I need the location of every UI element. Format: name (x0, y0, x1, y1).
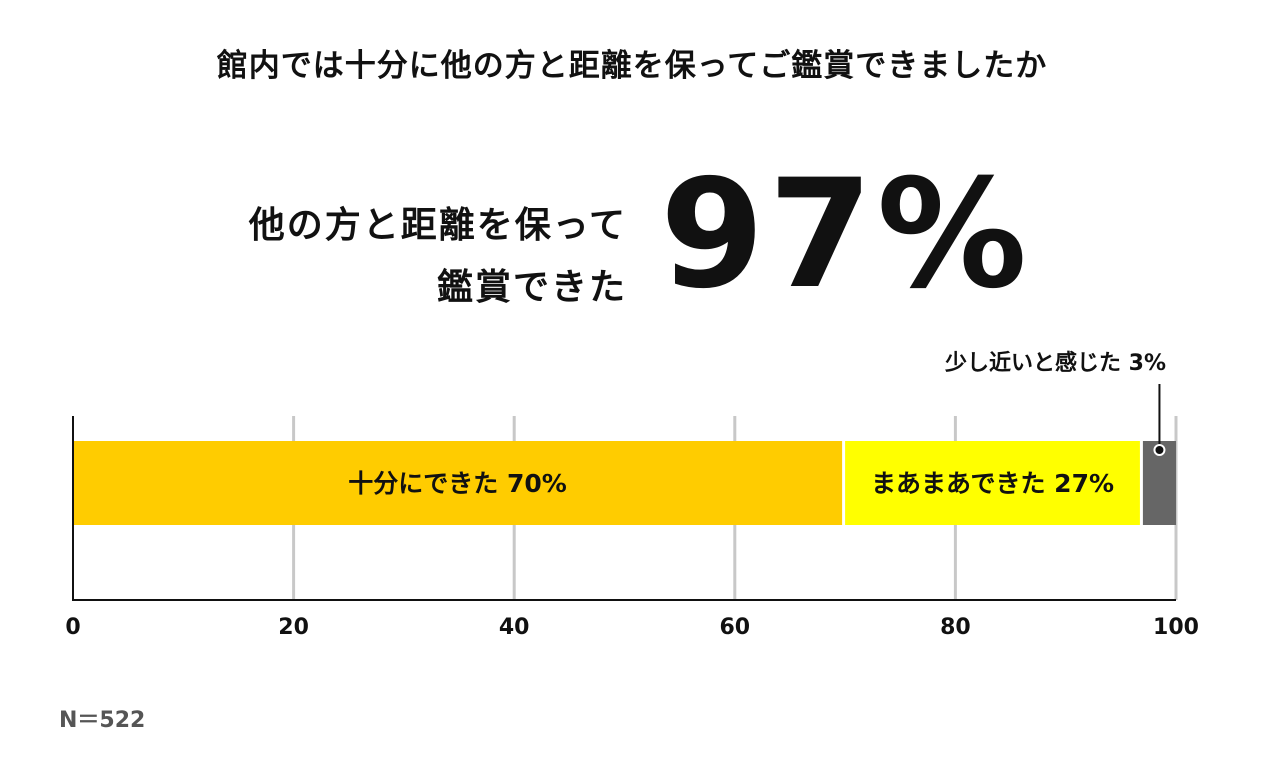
x-tick-label: 20 (278, 615, 309, 640)
x-tick-label: 60 (719, 615, 750, 640)
label-layer: 0 20 40 60 80 100 十分にできた 70% まあまあできた 27% 少し近いと感じ… (65, 350, 1199, 640)
segment-label: まあまあできた 27% (871, 469, 1114, 498)
x-tick-label: 100 (1153, 615, 1199, 640)
headline-percent: 97% (660, 148, 1032, 322)
sample-size: N＝522 (59, 708, 146, 733)
callout-label: 少し近いと感じた 3% (944, 350, 1166, 376)
x-tick-label: 0 (65, 615, 80, 640)
headline-line-2: 鑑賞できた (436, 267, 627, 308)
x-tick-label: 40 (499, 615, 530, 640)
page-title: 館内では十分に他の方と距離を保ってご鑑賞できましたか (216, 48, 1048, 84)
callout-dot (1153, 444, 1166, 456)
headline-line-1: 他の方と距離を保って (248, 205, 627, 246)
bar-layer (73, 441, 1176, 525)
bar-segment (73, 441, 843, 525)
axis-layer (72, 416, 1176, 601)
segment-label: 十分にできた 70% (348, 469, 567, 498)
bar-segment (845, 441, 1140, 525)
x-tick-label: 80 (940, 615, 971, 640)
